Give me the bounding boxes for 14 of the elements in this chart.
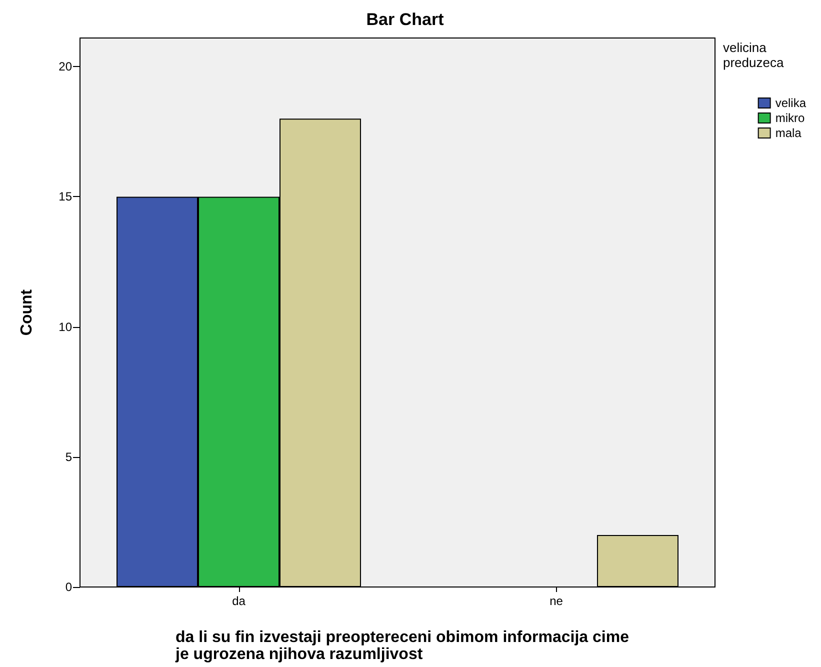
x-axis-title: da li su fin izvestaji preoptereceni obimom informacija cime je ugrozena njihova razumljivost [174,629,634,663]
y-tick-label: 10 [58,320,72,334]
y-tick-label: 20 [58,60,72,74]
y-tick-label: 0 [65,580,72,594]
chart-title: Bar Chart [366,10,444,29]
legend-label: velika [775,96,806,110]
legend-label: mikro [775,111,805,125]
legend-title: velicina preduzeca [723,40,784,70]
legend-label: mala [775,126,802,140]
y-tick-label: 15 [58,190,72,204]
x-tick-label: da [232,594,246,608]
y-tick-label: 5 [65,450,72,464]
x-tick-label: ne [550,594,564,608]
y-axis-title: Count [18,288,36,336]
